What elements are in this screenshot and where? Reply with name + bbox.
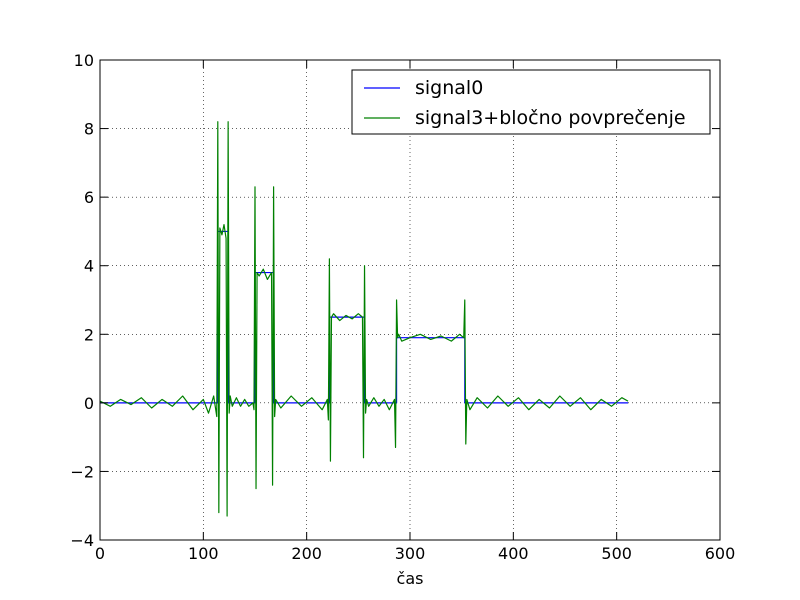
y-tick-label: 0 bbox=[84, 394, 94, 413]
y-tick-label: 6 bbox=[84, 188, 94, 207]
y-tick-label: 2 bbox=[84, 325, 94, 344]
x-tick-label: 0 bbox=[95, 544, 105, 563]
y-tick-label: 8 bbox=[84, 120, 94, 139]
axis-ticks: 0 100 200 300 400 500 600 −4 −2 0 2 4 6 8 10 bbox=[70, 51, 735, 563]
x-tick-label: 600 bbox=[705, 544, 736, 563]
plot-series bbox=[99, 121, 629, 517]
series-line-0 bbox=[100, 230, 629, 404]
y-tick-label: 4 bbox=[84, 257, 94, 276]
x-tick-label: 500 bbox=[601, 544, 632, 563]
y-tick-label: −2 bbox=[70, 462, 94, 481]
x-tick-label: 200 bbox=[291, 544, 322, 563]
y-tick-label: 10 bbox=[74, 51, 94, 70]
x-tick-label: 300 bbox=[395, 544, 426, 563]
x-tick-label: 100 bbox=[188, 544, 219, 563]
legend-label-signal0: signal0 bbox=[415, 77, 483, 99]
legend-label-signal3: signal3+bločno povprečenje bbox=[415, 107, 686, 129]
x-axis-title: čas bbox=[397, 569, 424, 588]
legend-box bbox=[351, 69, 711, 135]
y-tick-label: −4 bbox=[70, 531, 94, 550]
series-line-1 bbox=[99, 121, 629, 517]
legend: signal0 signal3+bločno povprečenje bbox=[351, 69, 711, 135]
x-tick-label: 400 bbox=[498, 544, 529, 563]
